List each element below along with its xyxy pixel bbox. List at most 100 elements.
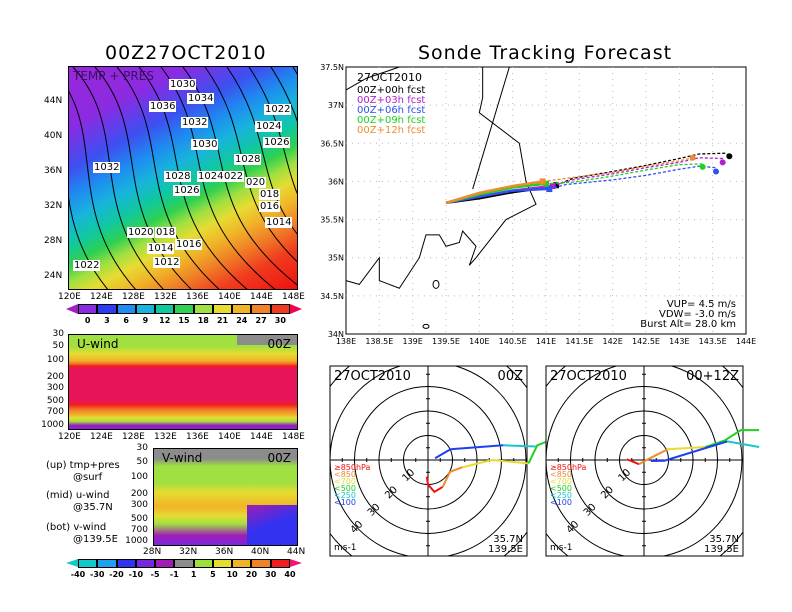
- legend-entry: <850: [550, 470, 572, 479]
- colorbar-swatch: [174, 304, 194, 314]
- pressure-tick-label: 300: [130, 500, 148, 510]
- hodograph-trace: [650, 440, 728, 462]
- colorbar-swatch: [193, 559, 213, 568]
- flight-parameter: VUP= 4.5 m/s: [667, 299, 736, 310]
- location-lon: 139.5E: [488, 544, 523, 555]
- legend-entry: <850: [334, 470, 356, 479]
- flight-parameter: Burst Alt= 28.0 km: [640, 319, 736, 330]
- colorbar-label: 6: [123, 316, 129, 325]
- wind-colorbar: -40 -30 -20 -10 -5 -1 1 5 10 20 30 40: [66, 559, 302, 579]
- landing-marker: [689, 154, 696, 161]
- location-lat: 35.7N: [493, 534, 523, 545]
- legend-entry: 00Z+00h fcst: [357, 85, 425, 96]
- isobar-label: 1024: [197, 171, 225, 182]
- hodograph-trace: [425, 476, 444, 494]
- pressure-tick-label: 1000: [41, 420, 64, 430]
- note-up: (up) tmp+pres @surf: [46, 460, 120, 484]
- landing-marker: [699, 163, 706, 170]
- hodograph-trace: [626, 458, 640, 466]
- isobar-label: 1026: [173, 185, 201, 196]
- hodograph-trace: [434, 444, 504, 460]
- colorbar-label: -30: [90, 570, 105, 579]
- v-wind-cross-section: V-wind 00Z: [153, 448, 298, 546]
- colorbar-swatch: [232, 304, 252, 314]
- colorbar-swatch: [155, 559, 175, 568]
- colorbar-swatch: [116, 559, 136, 568]
- landing-marker: [726, 153, 733, 160]
- colorbar-swatch: [174, 559, 194, 568]
- hodograph-trace: [704, 429, 760, 448]
- isobar-label: 1012: [153, 257, 181, 268]
- legend-entry: <100: [550, 498, 572, 507]
- isobar-line: [116, 67, 220, 289]
- colorbar-right-arrow: [290, 559, 302, 567]
- lon-tick-label: 144E: [250, 432, 273, 442]
- isobar-label: 1020: [127, 227, 155, 238]
- lon-tick-label: 148E: [282, 432, 305, 442]
- lon-tick-label: 128E: [122, 432, 145, 442]
- hodograph-time: 00Z: [498, 369, 524, 384]
- isobar-label: 1022: [264, 104, 292, 115]
- lon-tick-label: 132E: [154, 292, 177, 302]
- lat-tick-label: 35N: [328, 254, 344, 263]
- lat-tick-label: 28N: [143, 547, 162, 557]
- note-bot-line2: @139.5E: [73, 534, 118, 545]
- isobar-label: 1032: [93, 162, 121, 173]
- coastline: [345, 67, 537, 289]
- isobar-label: 018: [155, 227, 177, 238]
- isobar-label: 1014: [147, 243, 175, 254]
- hodograph-trace: [462, 458, 529, 469]
- location-lat: 35.7N: [709, 534, 739, 545]
- isobar-label: 1016: [175, 239, 203, 250]
- v-wind-time: 00Z: [267, 451, 292, 465]
- map-label: TEMP + PRES: [73, 69, 154, 83]
- pressure-tick-label: 500: [130, 514, 148, 524]
- colorbar-right-arrow: [290, 304, 302, 314]
- hodograph-trace: [727, 440, 760, 448]
- trajectory-descent-line: [549, 165, 717, 190]
- isobar-label: 1028: [234, 154, 262, 165]
- isobar-label: 020: [245, 177, 267, 188]
- isobar-line: [69, 90, 136, 289]
- location-lon: 139.5E: [704, 544, 739, 555]
- pressure-tick-label: 30: [52, 329, 64, 339]
- colorbar-label: 1: [190, 570, 197, 579]
- colorbar-label: -20: [109, 570, 124, 579]
- colorbar-label: 10: [226, 570, 238, 579]
- units-label: ms-1: [334, 543, 356, 553]
- note-mid-line2: @35.7N: [73, 502, 113, 513]
- coastline: [472, 66, 510, 190]
- u-wind-time: 00Z: [267, 337, 292, 351]
- lon-tick-label: 142E: [603, 337, 623, 346]
- colorbar-swatch: [116, 304, 136, 314]
- island-outline: [422, 323, 430, 329]
- colorbar-swatch: [97, 304, 117, 314]
- colorbar-swatch: [270, 559, 290, 568]
- colorbar-swatch: [212, 304, 233, 314]
- note-mid: (mid) u-wind @35.7N: [46, 490, 113, 514]
- lat-tick-label: 36N: [215, 547, 234, 557]
- isobar-label: 1030: [191, 139, 219, 150]
- flight-parameter: VDW= -3.0 m/s: [659, 309, 736, 320]
- colorbar-swatch: [251, 304, 271, 314]
- colorbar-swatch: [232, 559, 252, 568]
- colorbar-label: 40: [284, 570, 296, 579]
- hodograph-date: 27OCT2010: [550, 369, 627, 384]
- isobar-line: [69, 196, 109, 289]
- lon-tick-label: 138E: [336, 337, 356, 346]
- legend-entry: <250: [550, 491, 572, 500]
- pressure-tick-label: 50: [52, 341, 64, 351]
- isobar-label: 1032: [181, 117, 209, 128]
- legend-entry: 00Z+03h fcst: [357, 95, 425, 106]
- colorbar-label: 30: [274, 316, 286, 325]
- landing-marker: [719, 159, 726, 166]
- note-bot: (bot) v-wind @139.5E: [46, 522, 118, 546]
- isobar-label: 1028: [164, 171, 192, 182]
- v-wind-label: V-wind: [162, 451, 203, 465]
- isobar-label: 1014: [265, 217, 293, 228]
- colorbar-label: 5: [210, 570, 216, 579]
- colorbar-label: 12: [159, 316, 171, 325]
- isobar-label: 022: [223, 171, 245, 182]
- pressure-tick-label: 30: [136, 443, 148, 453]
- hodograph-trace: [441, 466, 463, 488]
